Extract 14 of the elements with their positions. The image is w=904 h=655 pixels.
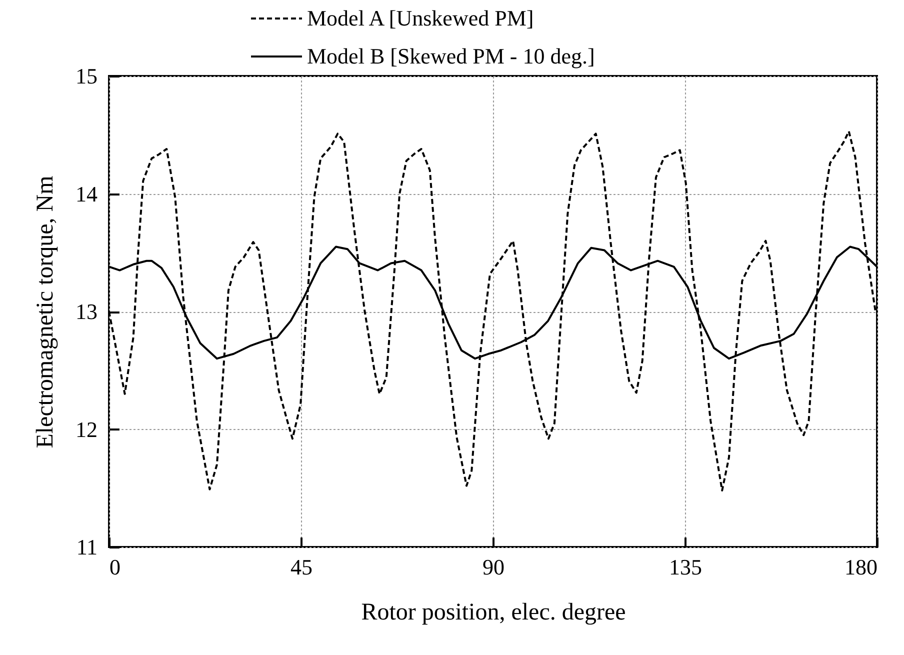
y-tick-label: 13 bbox=[76, 299, 98, 324]
y-tick-label: 15 bbox=[76, 64, 98, 88]
x-tick-label: 45 bbox=[290, 554, 312, 580]
y-axis-title: Electromagnetic torque, Nm bbox=[32, 175, 58, 448]
x-tick-label: 90 bbox=[482, 554, 504, 580]
y-tick-label: 11 bbox=[76, 534, 98, 560]
x-tick-label: 0 bbox=[110, 554, 120, 580]
x-tick-label: 180 bbox=[844, 554, 878, 580]
legend-label: Model B [Skewed PM - 10 deg.] bbox=[307, 44, 595, 68]
y-tick-label: 12 bbox=[76, 416, 98, 442]
x-tick-label: 135 bbox=[669, 554, 702, 580]
y-tick-label: 14 bbox=[76, 181, 98, 206]
x-axis-title: Rotor position, elec. degree bbox=[361, 600, 626, 626]
legend-label: Model A [Unskewed PM] bbox=[307, 6, 534, 30]
